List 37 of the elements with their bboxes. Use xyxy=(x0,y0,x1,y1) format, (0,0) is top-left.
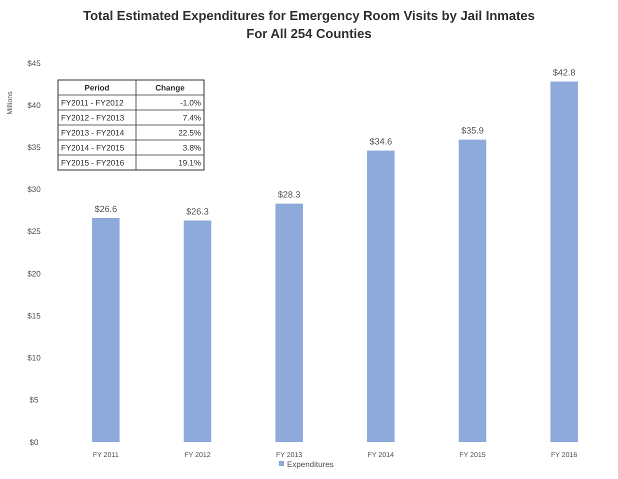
y-tick-label: $10 xyxy=(27,354,42,363)
y-tick-label: $15 xyxy=(27,311,42,320)
bar xyxy=(184,220,212,442)
y-tick-label: $0 xyxy=(30,438,39,447)
data-label: $26.6 xyxy=(94,204,118,214)
y-tick-label: $45 xyxy=(27,58,42,68)
y-tick-label: $25 xyxy=(27,227,42,236)
annotation: 22.5% xyxy=(178,128,201,138)
annotation: -1.0% xyxy=(180,98,201,108)
data-label: $34.6 xyxy=(370,136,392,147)
annotation: FY2013 - FY2014 xyxy=(61,128,125,138)
bar xyxy=(92,218,120,442)
annotation: 19.1% xyxy=(178,158,201,168)
annotation: 7.4% xyxy=(182,113,201,122)
data-label: $35.9 xyxy=(461,126,484,136)
data-label: $28.3 xyxy=(278,190,300,200)
bar xyxy=(275,204,303,442)
data-label: $26.3 xyxy=(186,206,209,216)
y-tick-label: $35 xyxy=(27,143,42,152)
annotation: FY2014 - FY2015 xyxy=(61,143,125,152)
annotation: 3.8% xyxy=(182,143,201,152)
legend-label: Expenditures xyxy=(287,460,334,469)
annotation: FY2012 - FY2013 xyxy=(61,113,125,122)
chart-title: Total Estimated Expenditures for Emergency Room Visits by Jail Inmates xyxy=(83,8,535,23)
bar xyxy=(550,82,578,442)
bar xyxy=(458,140,486,442)
data-label: $42.8 xyxy=(552,68,576,78)
y-tick-label: $20 xyxy=(27,269,42,278)
bar xyxy=(367,150,395,442)
annotation: Period xyxy=(84,83,110,92)
annotation: FY2015 - FY2016 xyxy=(61,158,125,168)
y-tick-label: $30 xyxy=(27,185,42,194)
chart-subtitle: For All 254 Counties xyxy=(246,26,372,41)
y-tick-label: $40 xyxy=(27,100,42,110)
annotation: FY2011 - FY2012 xyxy=(61,98,124,108)
y-tick-label: $5 xyxy=(30,396,39,405)
annotation: Change xyxy=(155,83,186,92)
